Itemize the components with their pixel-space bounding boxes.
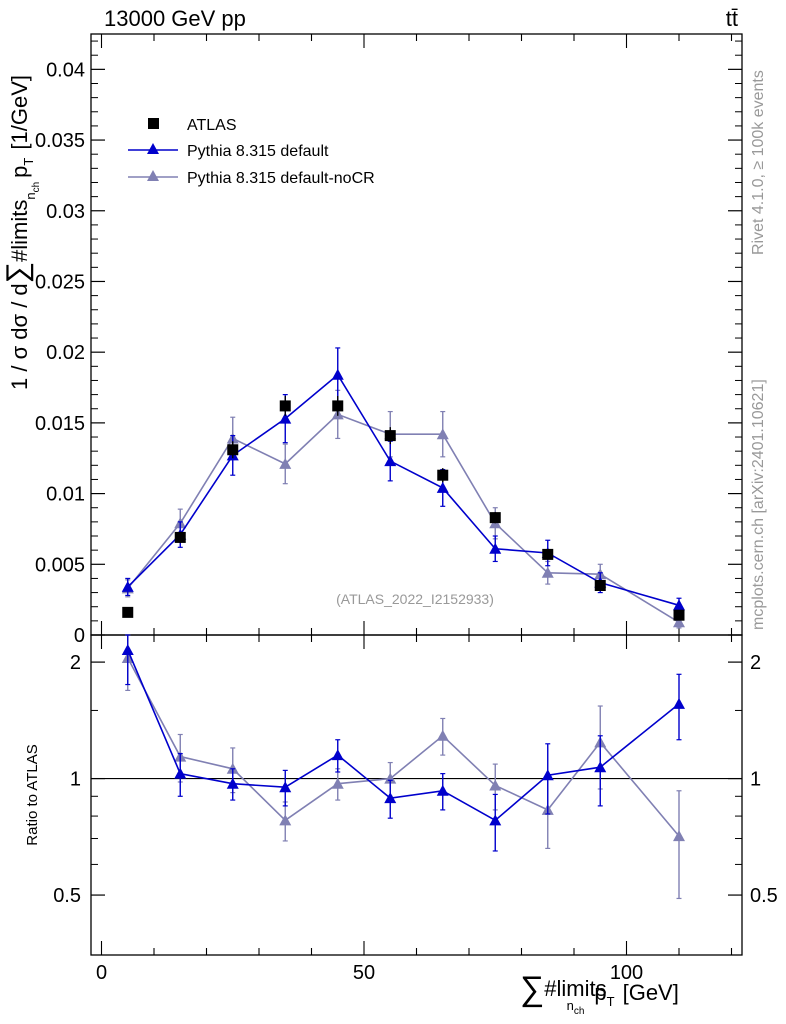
ratio-y-tick-label-right: 0.5: [750, 885, 778, 907]
triangle-marker-ratio: [673, 697, 685, 709]
square-marker-atlas: [437, 469, 449, 481]
square-marker-atlas: [279, 400, 291, 412]
ylabel-mid: #limits: [7, 200, 32, 262]
main-panel: 0 0.005 0.01 0.015 0.02 0.025 0.03 0.035 0.04 (A…: [35, 33, 743, 647]
triangle-marker-ratio: [594, 761, 607, 773]
main-y-tick-label: 0.025: [35, 271, 85, 293]
main-y-tick-label: 0.03: [46, 201, 85, 223]
ratio-y-tick-label-right: 1: [750, 769, 761, 791]
main-y-tick-label: 0.02: [46, 342, 85, 364]
triangle-marker-main: [541, 566, 554, 578]
square-marker-atlas: [673, 609, 685, 621]
triangle-marker-main: [489, 542, 502, 554]
triangle-marker-ratio: [489, 814, 502, 826]
triangle-marker-ratio: [174, 767, 187, 779]
legend-label-atlas: ATLAS: [187, 117, 237, 134]
ratio-data-marks: [121, 634, 685, 900]
xlabel-var: p: [594, 980, 606, 1005]
triangle-marker-ratio: [331, 777, 344, 789]
square-marker-atlas: [122, 606, 134, 618]
triangle-marker-main: [331, 368, 344, 380]
side-label-top: Rivet 4.1.0, ≥ 100k events: [750, 70, 767, 255]
analysis-annotation: (ATLAS_2022_I2152933): [336, 591, 494, 607]
triangle-marker-ratio: [279, 814, 292, 826]
main-y-tick-label: 0.04: [46, 59, 85, 81]
ratio-y-axis-label: Ratio to ATLAS: [24, 744, 41, 845]
ylabel-sum: ∑: [1, 262, 34, 283]
legend-marker-atlas: [148, 118, 159, 129]
xlabel-sub: n: [567, 998, 574, 1013]
legend-marker-nocr: [147, 170, 159, 181]
ratio-y-tick-label-left: 2: [70, 652, 81, 674]
xlabel-sum: ∑: [520, 970, 544, 1008]
x-tick-label: 100: [610, 962, 643, 984]
ratio-y-ticks: 0.5 0.5 1 1 2 2: [53, 652, 778, 907]
triangle-marker-ratio: [226, 777, 239, 789]
triangle-marker-ratio: [279, 781, 292, 793]
legend-label-default: Pythia 8.315 default: [187, 143, 329, 160]
triangle-marker-main: [121, 580, 134, 592]
main-x-ticks: [100, 34, 733, 635]
triangle-marker-ratio: [331, 749, 344, 761]
xlabel-subsub: ch: [574, 1006, 585, 1017]
triangle-marker-main: [279, 457, 292, 469]
triangle-marker-main: [279, 412, 292, 424]
main-y-tick-label: 0: [74, 625, 85, 647]
ylabel-prefix: 1 / σ dσ / d: [7, 283, 32, 390]
square-marker-atlas: [174, 531, 186, 543]
triangle-marker-ratio: [489, 779, 502, 791]
x-axis-label: ∑#limits nchpT [GeV]: [520, 970, 679, 1017]
ylabel-var-sub: T: [21, 158, 36, 166]
square-marker-atlas: [542, 548, 554, 560]
triangle-marker-ratio: [436, 784, 449, 796]
ratio-x-ticks: 0 50 100: [96, 635, 733, 984]
main-y-axis-label: 1 / σ dσ / d∑#limitsnch pT [1/GeV]: [1, 75, 42, 390]
triangle-marker-ratio: [384, 772, 397, 784]
ylabel-unit: [1/GeV]: [7, 75, 32, 150]
square-marker-atlas: [594, 580, 606, 592]
ratio-y-tick-label-left: 1: [70, 769, 81, 791]
main-y-tick-label: 0.005: [35, 554, 85, 576]
ylabel-subsub: ch: [31, 182, 42, 193]
xlabel-unit: [GeV]: [623, 980, 679, 1005]
main-y-tick-label: 0.01: [46, 484, 85, 506]
square-marker-atlas: [332, 400, 344, 412]
square-marker-atlas: [489, 512, 501, 524]
legend-marker-default: [147, 143, 159, 154]
main-y-ticks: 0 0.005 0.01 0.015 0.02 0.025 0.03 0.035 0.04: [35, 40, 742, 647]
legend-label-nocr: Pythia 8.315 default-noCR: [187, 170, 375, 187]
triangle-marker-ratio: [121, 643, 134, 655]
ratio-y-tick-label-right: 2: [750, 652, 761, 674]
triangle-marker-main: [673, 616, 685, 628]
triangle-marker-main: [436, 481, 449, 493]
ylabel-var: p: [7, 166, 32, 178]
triangle-marker-main: [673, 599, 685, 611]
series-line-ratio: [127, 649, 680, 822]
triangle-marker-main: [436, 428, 449, 440]
main-y-tick-label: 0.015: [35, 413, 85, 435]
triangle-marker-ratio: [384, 792, 397, 804]
legend: ATLAS Pythia 8.315 default Pythia 8.315 …: [128, 117, 375, 187]
ratio-panel: 0.5 0.5 1 1 2 2 0 50 100: [53, 634, 778, 984]
triangle-marker-ratio: [541, 769, 554, 781]
xlabel-var-sub: T: [607, 994, 615, 1009]
main-data-marks: [121, 347, 685, 629]
triangle-marker-ratio: [673, 830, 685, 842]
square-marker-atlas: [384, 430, 396, 442]
ratio-y-tick-label-left: 0.5: [53, 885, 81, 907]
triangle-marker-ratio: [436, 729, 449, 741]
xlabel-mid: #limits: [544, 976, 606, 1001]
triangle-marker-main: [384, 455, 397, 467]
main-y-tick-label: 0.035: [35, 130, 85, 152]
header-right: tt̄: [726, 6, 738, 31]
square-marker-atlas: [227, 444, 239, 456]
series-line-main: [127, 373, 680, 607]
header-left: 13000 GeV pp: [104, 6, 246, 31]
x-tick-label: 0: [96, 962, 107, 984]
side-label-bottom: mcplots.cern.ch [arXiv:2401.10621]: [750, 379, 767, 630]
x-tick-label: 50: [353, 962, 375, 984]
ylabel-sub: n: [23, 192, 38, 199]
